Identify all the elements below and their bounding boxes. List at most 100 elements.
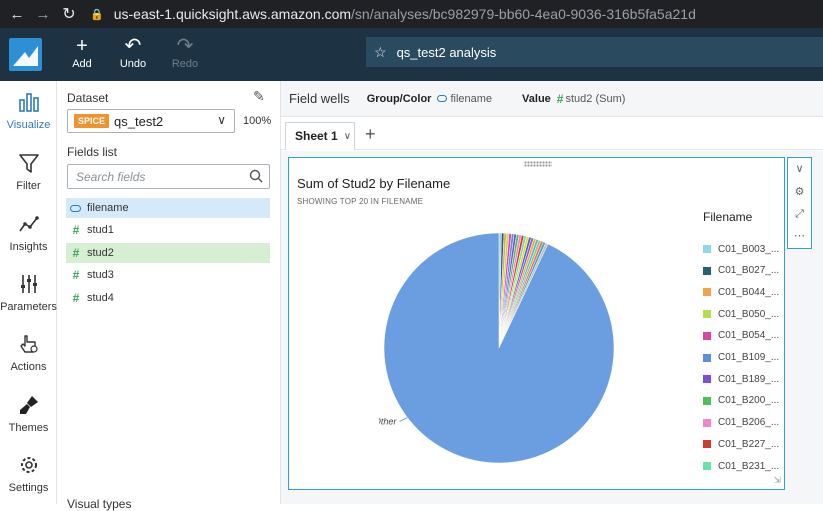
legend-swatch: [703, 266, 711, 275]
legend-label: C01_B054_...: [718, 330, 780, 342]
address-bar[interactable]: 🔒 us-east-1.quicksight.aws.amazon.com/sn…: [90, 2, 696, 26]
dimension-icon: [70, 204, 81, 212]
nav-insights[interactable]: Insights: [0, 213, 57, 253]
tab-sheet-1[interactable]: Sheet 1 ∨: [285, 122, 355, 151]
legend-label: C01_B109_...: [718, 352, 780, 363]
legend-item[interactable]: C01_B027_...: [703, 264, 783, 278]
legend-item[interactable]: C01_B206_...: [703, 416, 783, 430]
add-label: Add: [72, 58, 92, 70]
measure-hash-icon: #: [556, 91, 564, 106]
nav-actions[interactable]: Actions: [0, 333, 57, 373]
resize-handle-icon[interactable]: ⇲: [773, 475, 781, 485]
search-icon: [249, 169, 263, 183]
back-arrow-icon[interactable]: ←: [9, 5, 25, 23]
field-filename[interactable]: filename: [66, 198, 270, 218]
more-options-icon[interactable]: ⋯: [794, 230, 805, 242]
legend-label: C01_B027_...: [718, 265, 780, 277]
pencil-icon[interactable]: ✎: [253, 88, 265, 104]
group-color-label: Group/Color: [366, 92, 432, 105]
dataset-label: Dataset: [67, 91, 109, 105]
fields-panel: Dataset ✎ SPICE qs_test2 ∨ 100% Fields l…: [57, 81, 281, 511]
redo-button[interactable]: ↷ Redo: [170, 36, 200, 70]
lock-icon: 🔒: [90, 8, 104, 21]
url-path: /sn/analyses/bc982979-bb60-4ea0-9036-316…: [351, 6, 696, 22]
legend-swatch: [703, 440, 711, 449]
redo-label: Redo: [171, 58, 199, 70]
field-stud4[interactable]: # stud4: [66, 288, 270, 308]
legend-item[interactable]: C01_B189_...: [703, 372, 783, 386]
legend-swatch: [703, 396, 711, 405]
pie-chart-visual[interactable]: Sum of Stud2 by Filename SHOWING TOP 20 …: [288, 157, 785, 490]
field-stud1[interactable]: # stud1: [66, 220, 270, 240]
nav-filter[interactable]: Filter: [0, 152, 57, 192]
visual-types-label[interactable]: Visual types: [67, 497, 132, 511]
field-label: stud2: [87, 247, 114, 259]
value-value: stud2 (Sum): [565, 92, 626, 105]
plus-icon: +: [76, 35, 88, 57]
legend-swatch: [703, 310, 711, 319]
legend-label: C01_B189_...: [718, 373, 780, 385]
dataset-select[interactable]: SPICE qs_test2 ∨: [67, 109, 235, 133]
left-nav: Visualize Filter Insights Parameters Act…: [0, 81, 57, 504]
undo-label: Undo: [119, 58, 147, 70]
nav-settings-label: Settings: [8, 482, 49, 494]
field-stud2[interactable]: # stud2: [66, 243, 270, 263]
quicksight-logo[interactable]: [9, 38, 42, 71]
undo-button[interactable]: ↶ Undo: [118, 36, 148, 70]
gear-icon[interactable]: ⚙: [794, 186, 805, 198]
legend-item[interactable]: C01_B054_...: [703, 329, 783, 343]
legend-item[interactable]: C01_B044_...: [703, 285, 783, 299]
legend-swatch: [703, 353, 711, 362]
expand-icon[interactable]: ⤢: [795, 208, 804, 220]
browser-bar: ← → ↻ 🔒 us-east-1.quicksight.aws.amazon.…: [0, 0, 823, 28]
legend-label: C01_B050_...: [718, 308, 780, 320]
actions-icon: [19, 335, 38, 353]
field-stud3[interactable]: # stud3: [66, 265, 270, 285]
legend-item[interactable]: C01_B003_...: [703, 242, 783, 256]
nav-visualize[interactable]: Visualize: [0, 91, 57, 131]
legend-label: C01_B003_...: [718, 243, 780, 255]
group-color-well[interactable]: Group/Color filename: [367, 93, 492, 105]
legend-item[interactable]: C01_B200_...: [703, 394, 783, 408]
search-fields-input[interactable]: Search fields: [67, 164, 270, 189]
nav-filter-label: Filter: [16, 180, 41, 192]
search-placeholder: Search fields: [76, 169, 146, 184]
drag-handle[interactable]: [524, 161, 552, 167]
add-button[interactable]: + Add: [70, 36, 94, 70]
measure-hash-icon: #: [72, 246, 80, 260]
legend-item[interactable]: C01_B050_...: [703, 307, 783, 321]
value-well[interactable]: Value # stud2 (Sum): [522, 92, 625, 106]
legend-swatch: [703, 418, 711, 427]
collapse-chevron-icon[interactable]: ∨: [795, 163, 804, 175]
insights-icon: [18, 216, 39, 232]
pie-slice[interactable]: [383, 232, 615, 464]
field-wells-label[interactable]: Field wells: [289, 91, 350, 106]
nav-themes[interactable]: Themes: [0, 394, 57, 434]
legend-item[interactable]: C01_B109_...: [703, 351, 783, 365]
pie-chart[interactable]: Other: [379, 228, 619, 468]
forward-arrow-icon[interactable]: →: [35, 5, 51, 23]
nav-insights-label: Insights: [9, 241, 48, 253]
legend-label: C01_B200_...: [718, 395, 780, 407]
legend-item[interactable]: C01_B227_...: [703, 437, 783, 451]
analysis-title[interactable]: qs_test2 analysis: [396, 44, 497, 60]
field-label: stud3: [87, 269, 114, 281]
visual-subtitle: SHOWING TOP 20 IN FILENAME: [297, 197, 424, 206]
reload-icon[interactable]: ↻: [62, 6, 76, 23]
bar-chart-icon: [18, 93, 39, 112]
spice-badge: SPICE: [74, 114, 110, 128]
nav-parameters[interactable]: Parameters: [0, 273, 57, 313]
field-label: stud4: [87, 292, 114, 304]
nav-settings[interactable]: Settings: [0, 454, 57, 494]
legend-item[interactable]: C01_B231_...: [703, 459, 783, 473]
legend-swatch: [703, 375, 711, 384]
undo-icon: ↶: [124, 35, 142, 57]
fields-list-label: Fields list: [67, 145, 118, 159]
brush-icon: [19, 396, 38, 414]
star-icon[interactable]: ☆: [374, 43, 387, 60]
legend-label: C01_B206_...: [718, 417, 780, 429]
chevron-down-icon[interactable]: ∨: [343, 130, 352, 142]
analysis-title-box[interactable]: ☆ qs_test2 analysis: [366, 37, 823, 67]
field-label: stud1: [87, 224, 114, 236]
add-sheet-icon[interactable]: +: [365, 124, 376, 144]
